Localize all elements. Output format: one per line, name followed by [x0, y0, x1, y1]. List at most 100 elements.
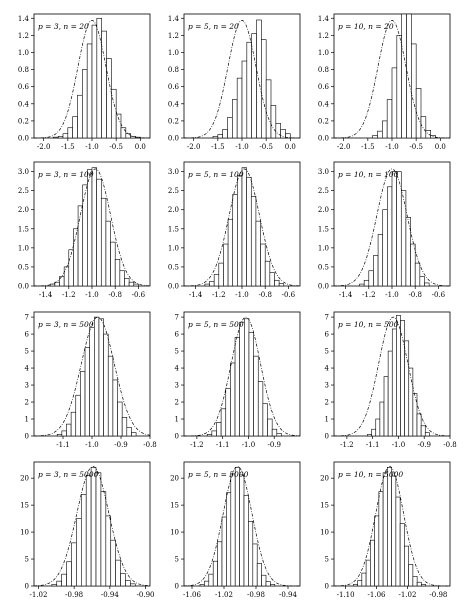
y-tick-label: 6	[175, 331, 180, 339]
panel-label: p = 5, n = 100	[188, 170, 244, 179]
histogram-bar	[420, 425, 426, 437]
y-tick-label: 2	[25, 399, 29, 407]
histogram-bar	[264, 260, 271, 287]
histogram-bar	[387, 350, 393, 437]
histogram-bar	[269, 272, 275, 287]
x-tick-label: -1.4	[339, 291, 353, 299]
histogram-bar	[223, 243, 229, 287]
y-tick-label: 0	[325, 583, 329, 591]
y-tick-label: 4	[25, 365, 30, 373]
y-tick-label: 4	[175, 365, 180, 373]
x-tick-label: -0.5	[409, 143, 423, 151]
y-tick-label: 20	[170, 475, 179, 483]
histogram-bar	[399, 523, 405, 587]
panel-2: -2.0 -1.5 -1.0 -0.5 0.0 0.0 0.2 0.4 0.6 0.8 1.0 1.2…	[168, 13, 301, 151]
x-tick-label: -1.06	[368, 591, 386, 599]
density-curve	[33, 466, 151, 587]
histogram-bar	[232, 99, 238, 139]
histogram-bar	[359, 283, 365, 287]
histogram-bar	[115, 113, 122, 139]
y-tick-label: 1.5	[318, 225, 329, 233]
histogram-bar	[56, 580, 62, 587]
histogram-bar	[125, 580, 131, 587]
density-curve	[34, 168, 151, 287]
x-tick-label: -0.90	[137, 591, 155, 599]
panel-9: -1.2 -1.1 -1.0 -0.9 -0.8 0 1 2 3 4 5 6 7 p = 10, n = …	[325, 311, 457, 449]
histogram-bar	[414, 262, 421, 287]
x-tick-label: -2.0	[37, 143, 51, 151]
histogram-bar	[234, 467, 240, 587]
histogram-bar	[98, 318, 104, 437]
y-tick-label: 20	[320, 475, 329, 483]
histogram-bar	[395, 496, 401, 587]
histogram-bar	[226, 492, 232, 587]
histogram-bar	[84, 347, 90, 437]
y-tick-label: 0.5	[168, 263, 179, 271]
x-tick-label: -2.0	[337, 143, 351, 151]
histogram-bar	[386, 99, 393, 139]
y-tick-label: 10	[170, 529, 179, 537]
y-tick-label: 3.0	[168, 168, 179, 176]
histogram-bar	[373, 255, 379, 287]
panel-label: p = 10, n = 500	[338, 320, 399, 329]
histogram-bar	[246, 41, 252, 139]
y-tick-label: 0.6	[168, 83, 180, 91]
histogram-bar	[77, 94, 83, 139]
density-curve	[33, 20, 151, 139]
histogram-bar	[199, 584, 205, 587]
histogram-bar	[204, 580, 210, 587]
density-curve	[33, 316, 151, 437]
y-tick-label: 5	[25, 348, 29, 356]
x-tick-label: -1.0	[385, 143, 399, 151]
x-tick-label: -0.98	[65, 591, 83, 599]
y-tick-label: 0	[175, 583, 179, 591]
y-tick-label: 0	[175, 433, 179, 441]
histogram-bar	[260, 243, 266, 287]
histogram-bar	[105, 220, 111, 287]
histogram-bar	[68, 249, 74, 287]
histogram-bar	[105, 515, 112, 587]
histogram-bar	[124, 278, 130, 287]
histogram-bar	[405, 217, 411, 287]
histogram-bar	[101, 30, 107, 139]
y-tick-label: 3	[325, 382, 329, 390]
y-tick-label: 1.0	[318, 49, 329, 57]
histogram-bar	[86, 43, 93, 139]
histogram-bar	[103, 333, 109, 437]
y-tick-label: 0.0	[18, 135, 29, 143]
histogram-bar	[262, 403, 268, 437]
histogram-bar	[267, 418, 273, 437]
histogram-bar	[121, 417, 128, 437]
panel-label: p = 3, n = 5000	[38, 470, 99, 479]
histogram-bar	[250, 196, 257, 287]
x-tick-label: -0.5	[259, 143, 273, 151]
x-tick-label: -1.1	[56, 441, 70, 449]
histogram-bar	[111, 88, 117, 139]
histogram-bar	[253, 355, 259, 437]
y-tick-label: 1	[175, 416, 179, 424]
y-tick-label: 4	[325, 365, 330, 373]
histogram-bar	[91, 24, 98, 139]
histogram-bar	[378, 491, 384, 587]
y-tick-label: 3	[25, 382, 29, 390]
histogram-bar	[213, 274, 220, 287]
histogram-bar	[357, 580, 363, 587]
histogram-bar	[387, 467, 392, 587]
y-tick-label: 1	[325, 416, 329, 424]
histogram-bar	[206, 434, 213, 437]
density-curve	[183, 466, 300, 587]
histogram-bar	[261, 574, 267, 587]
panel-10: -1.02 -0.98 -0.94 -0.90 0 5 10 15 20 p = 3, n = 5…	[20, 461, 155, 599]
histogram-bar	[115, 559, 121, 587]
histogram-bar	[209, 281, 215, 287]
histogram-bar	[110, 539, 116, 587]
histogram-bar	[100, 491, 107, 587]
panel-8: -1.2 -1.1 -1.0 -0.9 0 1 2 3 4 5 6 7 p = 5, n = 500	[175, 311, 301, 449]
y-tick-label: 3.0	[18, 168, 29, 176]
x-tick-label: 0.0	[135, 143, 146, 151]
y-tick-label: 10	[20, 529, 29, 537]
histogram-bar	[110, 241, 116, 287]
histogram-bar	[66, 561, 72, 587]
panel-label: p = 5, n = 20	[188, 22, 239, 31]
x-tick-label: -0.6	[432, 291, 446, 299]
